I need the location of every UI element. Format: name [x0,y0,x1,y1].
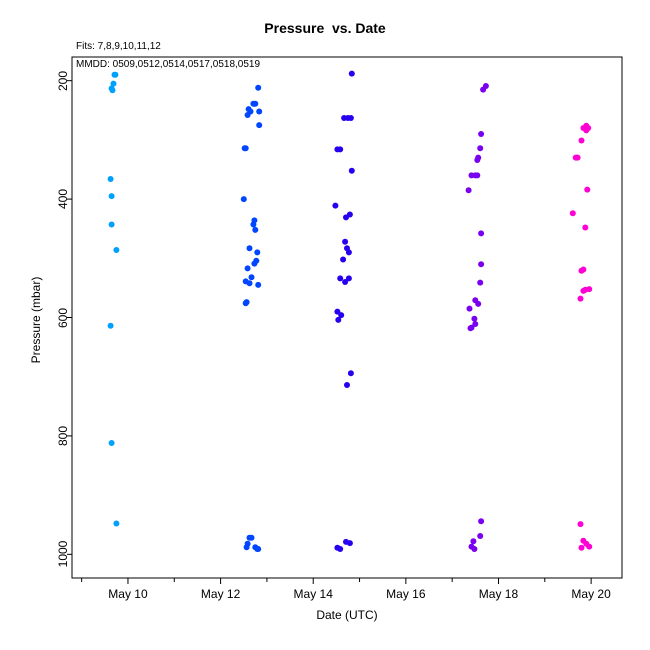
data-point [108,221,115,228]
data-point [474,157,481,163]
data-point [577,521,584,528]
data-point [348,167,355,174]
data-point [578,544,585,551]
data-point [108,440,115,446]
data-point [346,540,353,547]
data-point [109,87,116,94]
data-point [243,544,250,551]
data-point [343,214,349,221]
data-point [255,546,262,552]
data-point [248,274,255,281]
data-point [246,280,253,287]
data-point [345,249,352,256]
data-point [477,279,484,286]
y-tick-label: 600 [56,307,70,328]
data-point [583,127,590,134]
data-point [475,300,482,307]
y-tick-label: 800 [56,425,70,446]
y-tick-label: 1000 [56,540,70,568]
data-point [244,265,251,272]
data-point [478,131,485,137]
data-point [244,112,251,118]
data-point [110,80,117,87]
data-point [338,312,345,319]
chart-title: Pressure vs. Date [264,20,386,36]
data-point [478,230,485,237]
x-tick-label: May 14 [293,587,333,601]
data-point [577,295,584,302]
data-point [582,224,589,231]
x-tick-label: May 10 [108,587,148,601]
data-point [256,122,263,129]
data-point [342,279,349,285]
y-tick-label: 200 [56,70,70,91]
data-point [471,315,478,322]
x-axis-label: Date (UTC) [316,608,378,622]
data-point [334,308,341,315]
data-point [246,245,253,252]
data-point [480,86,487,93]
data-point [471,546,478,552]
data-point [569,210,576,217]
data-point [337,275,344,282]
mmdd-annotation: MMDD: 0509,0512,0514,0517,0518,0519 [76,59,261,70]
data-point [107,176,114,182]
data-point [113,520,120,527]
data-point [347,115,354,121]
data-point [252,226,259,233]
data-point [477,533,484,539]
data-point [474,172,481,179]
data-point [113,247,120,253]
x-tick-label: May 12 [200,587,241,601]
fits-annotation: Fits: 7,8,9,10,11,12 [76,41,161,52]
data-point [345,275,352,282]
data-point [340,256,347,263]
data-point [255,281,262,288]
data-point [242,145,249,152]
data-point [465,187,472,194]
x-tick-label: May 16 [386,587,426,601]
data-point [250,221,257,228]
x-tick-label: May 18 [478,587,519,601]
data-point [252,100,259,107]
data-point [342,238,349,245]
data-point [256,108,263,115]
data-point [578,137,585,144]
y-axis-label: Pressure (mbar) [29,276,43,364]
data-point [478,261,485,268]
data-point [578,267,585,274]
data-point [107,322,114,329]
data-point [470,538,477,545]
data-point [347,370,354,377]
x-tick-label: May 20 [571,587,611,601]
data-point [112,71,119,78]
data-point [472,321,479,327]
data-point [337,146,344,153]
data-point [580,287,587,294]
data-point [108,193,115,200]
data-point [248,534,255,541]
data-point [467,325,474,332]
data-point [466,305,473,312]
data-point [240,196,247,203]
data-point [478,518,485,525]
data-point [255,84,262,91]
data-point [242,300,249,307]
data-point [251,260,258,267]
data-point [573,154,580,161]
data-point [332,202,339,209]
data-point [344,382,350,388]
data-point [335,316,342,323]
data-point [348,70,355,77]
data-point [477,145,484,152]
data-point [337,546,344,552]
y-tick-label: 400 [56,189,70,210]
data-point [584,186,591,193]
data-point [254,249,261,256]
plot-frame [71,56,623,579]
data-point [586,543,593,550]
